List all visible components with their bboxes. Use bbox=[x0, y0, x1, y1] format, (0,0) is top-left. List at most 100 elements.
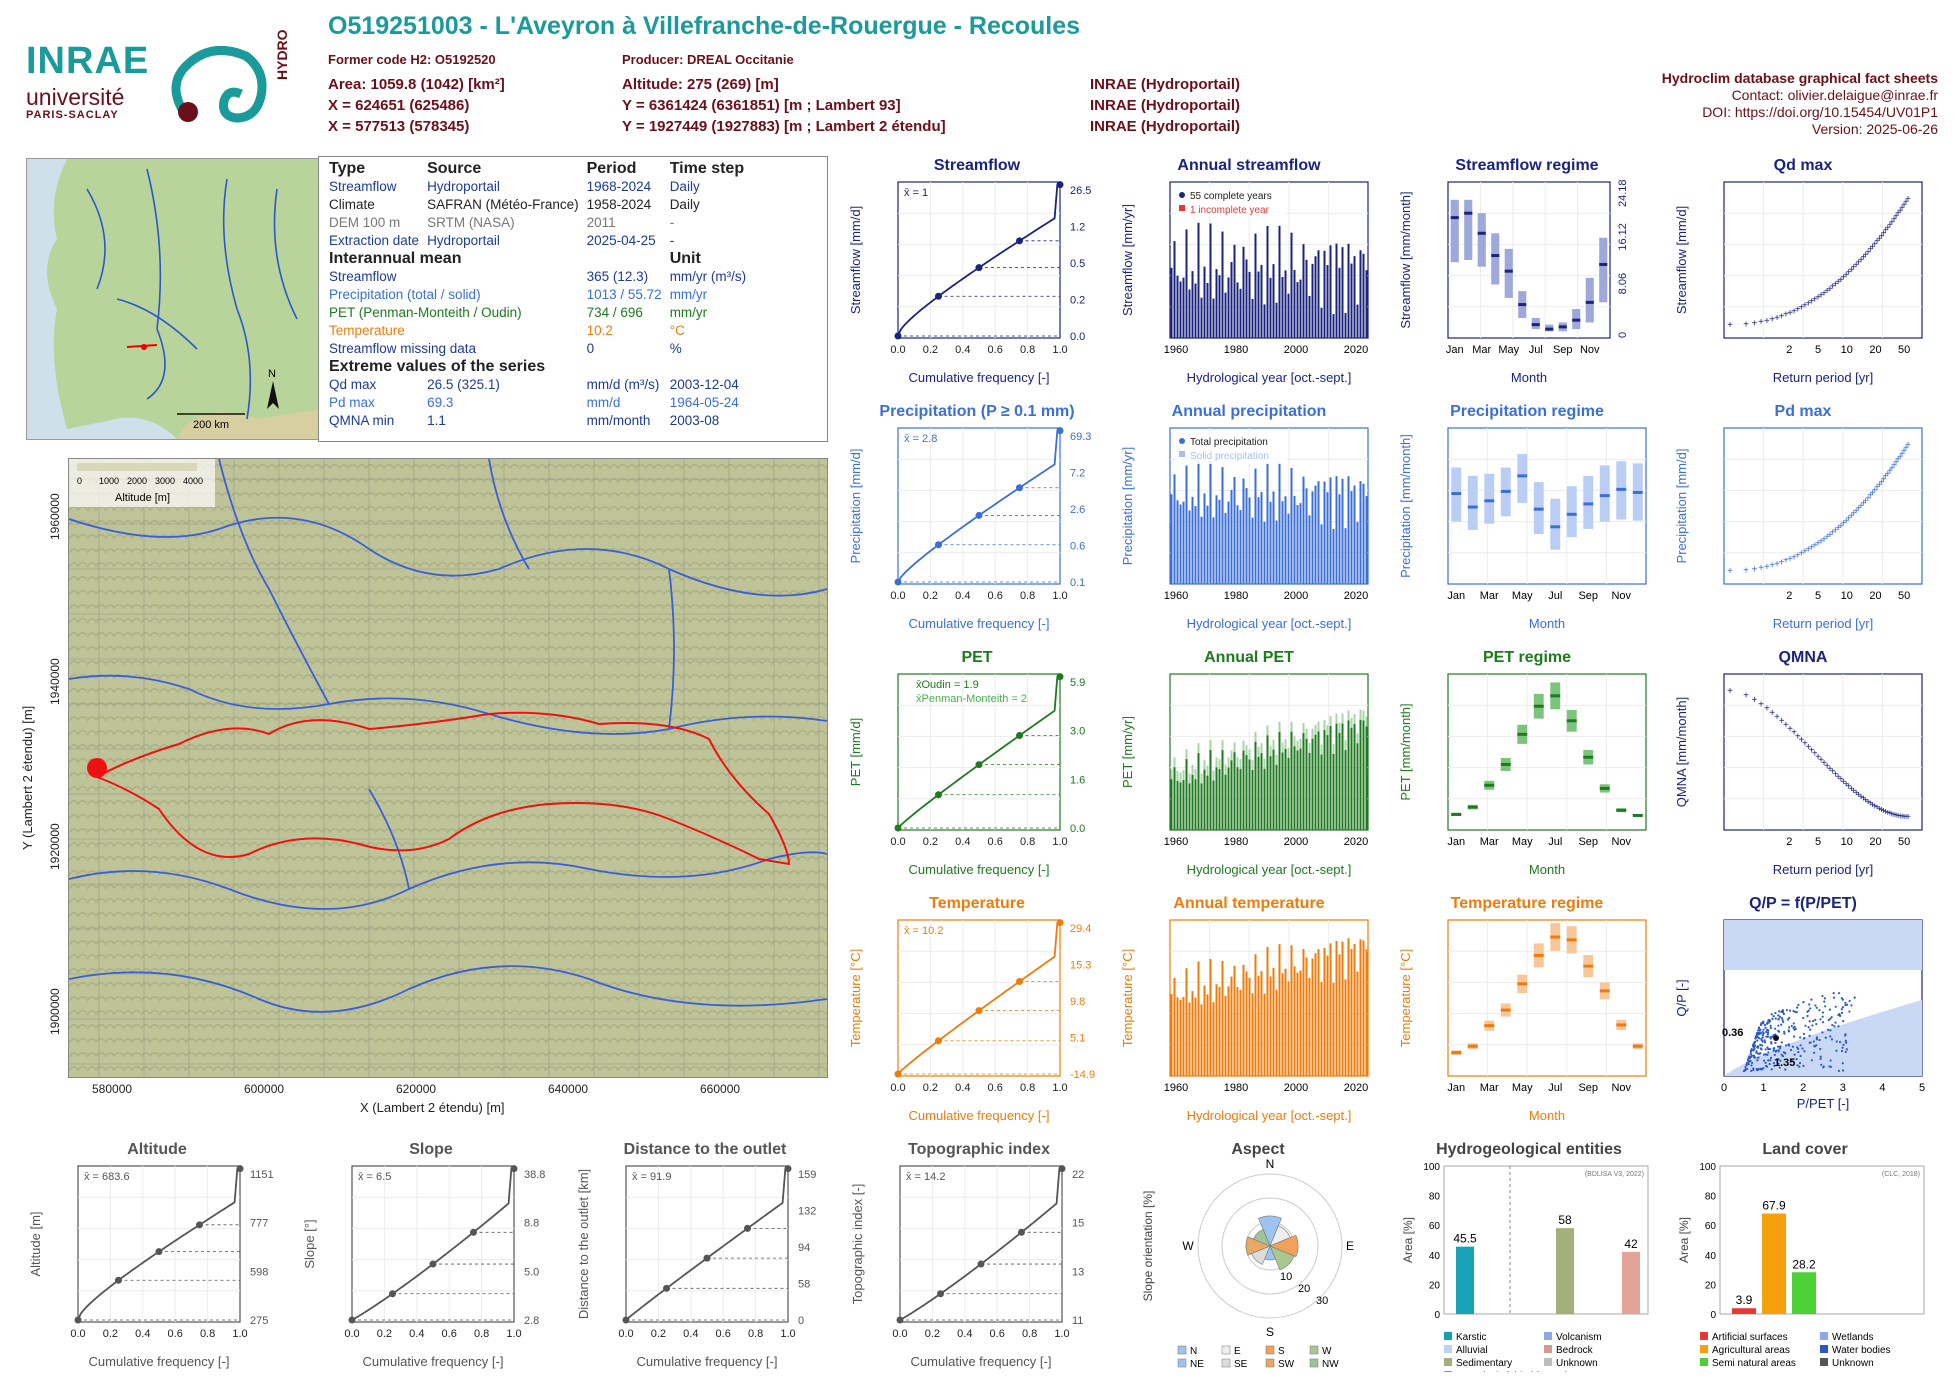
annual_precip-bar bbox=[1365, 496, 1368, 584]
qmna-marker: + bbox=[1758, 699, 1764, 710]
pd_max-marker: + bbox=[1830, 528, 1836, 539]
qp_ppet-point bbox=[1766, 1028, 1769, 1031]
qd_max-marker: + bbox=[1881, 229, 1887, 240]
qp_ppet-xtick: 0 bbox=[1721, 1082, 1727, 1094]
precip_regime-box bbox=[1484, 473, 1495, 524]
annual_precip-bar bbox=[1230, 489, 1233, 584]
precip_regime-box bbox=[1467, 475, 1478, 530]
pd_max-marker: + bbox=[1764, 562, 1770, 573]
altitude_cdf-xtick: 0.0 bbox=[70, 1328, 85, 1340]
streamflow_regime-right-tick: 16.12 bbox=[1617, 223, 1629, 251]
annual_pet-title: Annual PET bbox=[1204, 649, 1294, 666]
hydro-logo-icon bbox=[171, 46, 267, 123]
annual_pet-bar bbox=[1245, 755, 1248, 830]
qd_max-marker: + bbox=[1769, 314, 1775, 325]
temp_cdf-title: Temperature bbox=[929, 895, 1025, 912]
distance_cdf-ylabel: Distance to the outlet [km] bbox=[576, 1169, 591, 1319]
cell: Temperature bbox=[329, 323, 405, 338]
topo_cdf-ylabel: Topographic index [-] bbox=[850, 1184, 865, 1305]
qp_ppet-point bbox=[1755, 1051, 1758, 1054]
annual_streamflow-bar bbox=[1185, 229, 1188, 338]
annual_streamflow-legend-1: 1 incomplete year bbox=[1190, 205, 1270, 216]
qp_ppet-point bbox=[1791, 1045, 1794, 1048]
annual_precip-bar bbox=[1257, 497, 1260, 584]
qp_ppet-point bbox=[1787, 1029, 1790, 1032]
precip_cdf-right-label: 7.2 bbox=[1070, 468, 1085, 480]
annual_temp-bar bbox=[1221, 960, 1224, 1076]
annual_temp-bar bbox=[1182, 996, 1185, 1076]
qp_ppet-point bbox=[1766, 1046, 1769, 1049]
cell: 0 bbox=[586, 341, 595, 356]
map-ytick: 1900000 bbox=[48, 988, 62, 1035]
annual_precip-bar bbox=[1296, 505, 1299, 584]
annual_pet-bar bbox=[1170, 779, 1173, 830]
annual_temp-bar bbox=[1188, 1002, 1191, 1076]
streamflow_regime-title: Streamflow regime bbox=[1455, 157, 1598, 174]
pd_max-marker: + bbox=[1867, 491, 1873, 502]
altitude_cdf-xlabel: Cumulative frequency [-] bbox=[89, 1354, 230, 1369]
temp_cdf-xtick: 0.6 bbox=[988, 1082, 1003, 1094]
qp_ppet-point bbox=[1820, 1063, 1823, 1066]
qd_max-xlabel: Return period [yr] bbox=[1773, 370, 1873, 385]
qp_ppet-point bbox=[1802, 1032, 1805, 1036]
qp_ppet-point bbox=[1789, 1048, 1793, 1052]
slope_cdf-right-label: 2.8 bbox=[524, 1315, 539, 1327]
annual_temp-bar bbox=[1287, 981, 1290, 1076]
cell: 734 / 696 bbox=[586, 305, 643, 320]
qp_ppet-point bbox=[1756, 1046, 1759, 1049]
qmna-marker: + bbox=[1885, 808, 1891, 819]
landcover-legend-swatch bbox=[1700, 1345, 1708, 1353]
annual_pet-bar bbox=[1356, 743, 1359, 830]
qd_max-marker: + bbox=[1899, 203, 1905, 214]
streamflow_regime-xtick: Sep bbox=[1553, 344, 1573, 356]
annual_temp-bar bbox=[1206, 994, 1209, 1076]
france-minimap: 200 km N bbox=[26, 158, 324, 440]
annual_streamflow-bar bbox=[1323, 250, 1326, 338]
annual_streamflow-bar bbox=[1191, 271, 1194, 338]
annual_pet-xtick: 1980 bbox=[1224, 836, 1248, 848]
qp_ppet-point bbox=[1766, 1053, 1769, 1057]
qmna-marker: + bbox=[1843, 779, 1849, 790]
annual_precip-bar bbox=[1302, 476, 1305, 584]
cell: 365 (12.3) bbox=[586, 269, 649, 284]
altitude_cdf-xtick: 0.4 bbox=[135, 1328, 150, 1340]
slope_cdf-xtick: 0.4 bbox=[409, 1328, 424, 1340]
annual_pet-bar bbox=[1215, 767, 1218, 830]
precip_regime-ylabel: Precipitation [mm/month] bbox=[1398, 434, 1413, 578]
qp_ppet-point bbox=[1811, 1019, 1815, 1023]
qp_ppet-point bbox=[1788, 1009, 1792, 1012]
annual_precip-bar bbox=[1269, 501, 1272, 584]
annual_streamflow-bar bbox=[1233, 244, 1236, 338]
interannual-title: Interannual mean bbox=[329, 250, 462, 267]
qd_max-marker: + bbox=[1827, 284, 1833, 295]
cell: SAFRAN (Météo-France) bbox=[427, 197, 579, 212]
topo_cdf-xlabel: Cumulative frequency [-] bbox=[911, 1354, 1052, 1369]
precip_regime-title: Precipitation regime bbox=[1450, 403, 1604, 420]
qp_ppet-point bbox=[1772, 1062, 1776, 1065]
annual_streamflow-legend-0: 55 complete years bbox=[1190, 191, 1272, 202]
pd_max-xtick: 10 bbox=[1841, 590, 1853, 602]
streamflow_cdf-xtick: 0.8 bbox=[1020, 344, 1035, 356]
qp_ppet-point bbox=[1821, 1011, 1825, 1014]
qd_max-marker: + bbox=[1885, 223, 1891, 234]
qp_ppet-point bbox=[1761, 1036, 1764, 1039]
qp_ppet-point bbox=[1832, 992, 1835, 995]
annual_streamflow-xtick: 2020 bbox=[1344, 344, 1368, 356]
qp_ppet-point bbox=[1850, 1004, 1853, 1007]
qp_ppet-point bbox=[1830, 1016, 1833, 1019]
legend-tick: 3000 bbox=[155, 476, 175, 486]
annual_pet-bar bbox=[1269, 756, 1272, 830]
precip_regime-xtick: Jul bbox=[1548, 590, 1562, 602]
annual_temp-bar bbox=[1335, 940, 1338, 1076]
qp_ppet-point bbox=[1802, 1016, 1805, 1020]
annual_precip-bar bbox=[1239, 510, 1242, 584]
qp_ppet-point bbox=[1802, 1064, 1805, 1067]
qp_ppet-point bbox=[1818, 1009, 1821, 1012]
cell: 2011 bbox=[586, 215, 616, 230]
extreme-row: Pd max 69.3 mm/d 1964-05-24 bbox=[325, 394, 750, 412]
landcover-ytick: 60 bbox=[1705, 1221, 1717, 1232]
plot-frame bbox=[1169, 919, 1369, 1077]
qp_ppet-point bbox=[1777, 1062, 1780, 1065]
qp_ppet-point bbox=[1782, 1012, 1785, 1015]
annual_pet-bar bbox=[1203, 769, 1206, 830]
